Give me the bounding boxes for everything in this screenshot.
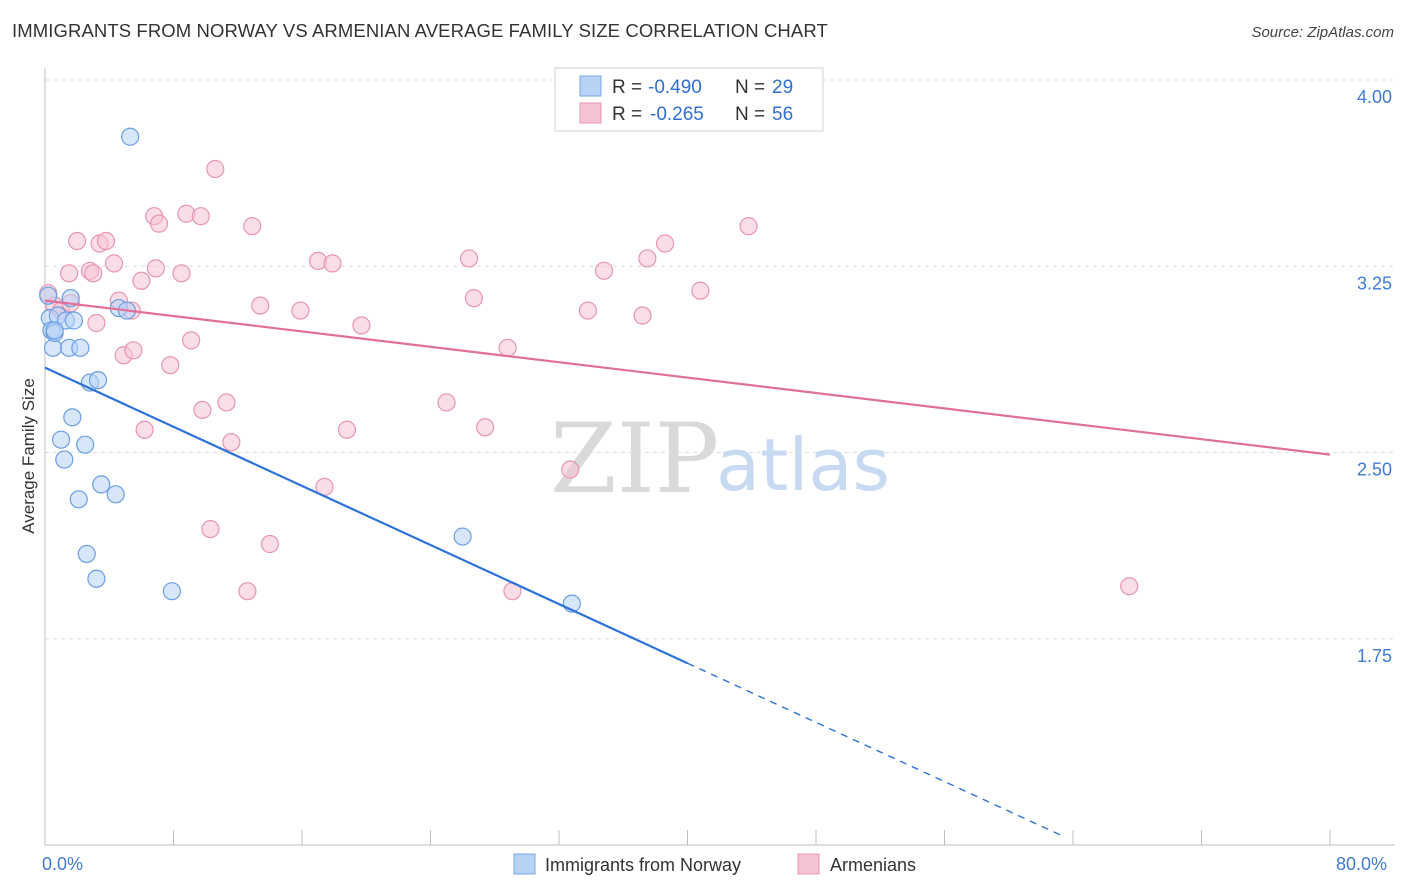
y-tick-labels: 1.75 2.50 3.25 4.00 — [1357, 87, 1392, 666]
armenian-point — [132, 271, 151, 290]
bottom-legend-label-armenians: Armenians — [830, 855, 916, 875]
norway-point — [69, 490, 88, 509]
y-tick-label: 2.50 — [1357, 460, 1392, 480]
norway-point — [92, 475, 111, 494]
armenian-point — [206, 159, 225, 179]
legend-r-value-armenians: -0.265 — [650, 104, 704, 125]
armenian-point — [594, 261, 614, 280]
armenian-point — [638, 249, 657, 268]
series-armenians — [39, 159, 1139, 601]
norway-point — [71, 338, 90, 357]
trend-line-norway-extrapolated — [687, 662, 1066, 838]
bottom-legend-swatch-armenians — [797, 853, 820, 875]
series-immigrants-from-norway — [39, 127, 581, 613]
norway-point — [77, 544, 96, 564]
armenian-point — [68, 231, 87, 251]
armenian-point — [222, 433, 241, 452]
watermark-atlas: atlas — [716, 423, 890, 507]
armenian-point — [633, 306, 652, 325]
norway-point — [162, 582, 181, 601]
armenian-point — [352, 316, 371, 335]
armenian-point — [291, 301, 310, 320]
legend-n-value-norway: 29 — [772, 77, 793, 98]
norway-point — [87, 569, 106, 588]
watermark: ZIP atlas — [550, 403, 890, 515]
armenian-point — [655, 234, 675, 253]
armenian-point — [578, 301, 598, 320]
armenian-point — [260, 534, 279, 554]
chart-title: IMMIGRANTS FROM NORWAY VS ARMENIAN AVERA… — [12, 20, 828, 41]
armenian-point — [161, 356, 180, 375]
armenian-point — [498, 338, 517, 357]
legend-r-value-norway: -0.490 — [648, 77, 702, 98]
armenian-point — [243, 217, 262, 236]
x-tick-label-min: 0.0% — [42, 854, 83, 874]
norway-point — [76, 435, 95, 454]
armenian-point — [323, 254, 342, 273]
armenian-point — [464, 289, 483, 308]
bottom-legend: Immigrants from Norway Armenians — [513, 853, 916, 875]
norway-point — [121, 127, 140, 146]
armenian-point — [238, 582, 257, 601]
armenian-point — [182, 331, 201, 350]
norway-point — [106, 485, 125, 504]
trend-line-armenians — [44, 299, 1331, 456]
armenian-point — [217, 393, 236, 412]
trend-lines — [44, 299, 1331, 838]
armenian-point — [96, 231, 116, 251]
legend-n-value-armenians: 56 — [772, 104, 793, 125]
norway-point — [45, 321, 64, 340]
armenian-point — [691, 281, 710, 300]
legend-r-label-armenians: R = — [612, 104, 642, 125]
norway-point — [64, 311, 84, 330]
armenian-point — [1120, 577, 1139, 596]
x-tick-labels: 0.0% 80.0% — [42, 854, 1387, 874]
armenian-point — [124, 341, 143, 360]
bottom-legend-label-norway: Immigrants from Norway — [545, 855, 741, 875]
armenian-point — [135, 420, 154, 439]
y-axis-label: Average Family Size — [19, 378, 38, 534]
trend-line-norway — [44, 366, 688, 665]
armenian-point — [201, 519, 220, 539]
legend-swatch-norway — [579, 75, 602, 97]
norway-point — [55, 450, 74, 469]
watermark-zip: ZIP — [550, 403, 719, 515]
norway-point — [63, 408, 82, 427]
norway-point — [453, 527, 472, 546]
y-tick-label: 1.75 — [1357, 646, 1392, 666]
armenian-point — [87, 313, 106, 333]
bottom-legend-swatch-norway — [513, 853, 536, 875]
armenian-point — [459, 249, 479, 268]
armenian-point — [193, 400, 212, 419]
armenian-point — [337, 420, 357, 439]
armenian-point — [437, 393, 456, 412]
y-tick-label: 4.00 — [1357, 87, 1392, 107]
armenian-point — [59, 264, 79, 283]
armenian-point — [561, 460, 580, 479]
armenian-point — [191, 207, 210, 226]
armenian-point — [149, 214, 169, 233]
grid-lines — [45, 79, 1395, 640]
armenian-point — [84, 264, 103, 283]
norway-point — [39, 286, 58, 305]
armenian-point — [172, 264, 191, 283]
legend-r-label-norway: R = — [612, 77, 642, 98]
x-tick-marks — [44, 830, 1331, 845]
source-label: Source: ZipAtlas.com — [1251, 24, 1394, 41]
norway-point — [51, 430, 71, 449]
axes — [44, 68, 1395, 846]
norway-point — [88, 371, 108, 390]
armenian-point — [146, 259, 165, 278]
legend-swatch-armenians — [579, 102, 602, 124]
top-legend: R = -0.490 N = 29 R = -0.265 N = 56 — [554, 67, 824, 132]
armenian-point — [739, 217, 758, 236]
armenian-point — [251, 296, 270, 315]
legend-n-label-armenians: N = — [735, 104, 765, 125]
armenian-point — [104, 254, 124, 273]
x-tick-label-max: 80.0% — [1336, 854, 1387, 874]
legend-n-label-norway: N = — [735, 77, 765, 98]
y-tick-label: 3.25 — [1357, 273, 1392, 293]
armenian-point — [476, 418, 495, 437]
